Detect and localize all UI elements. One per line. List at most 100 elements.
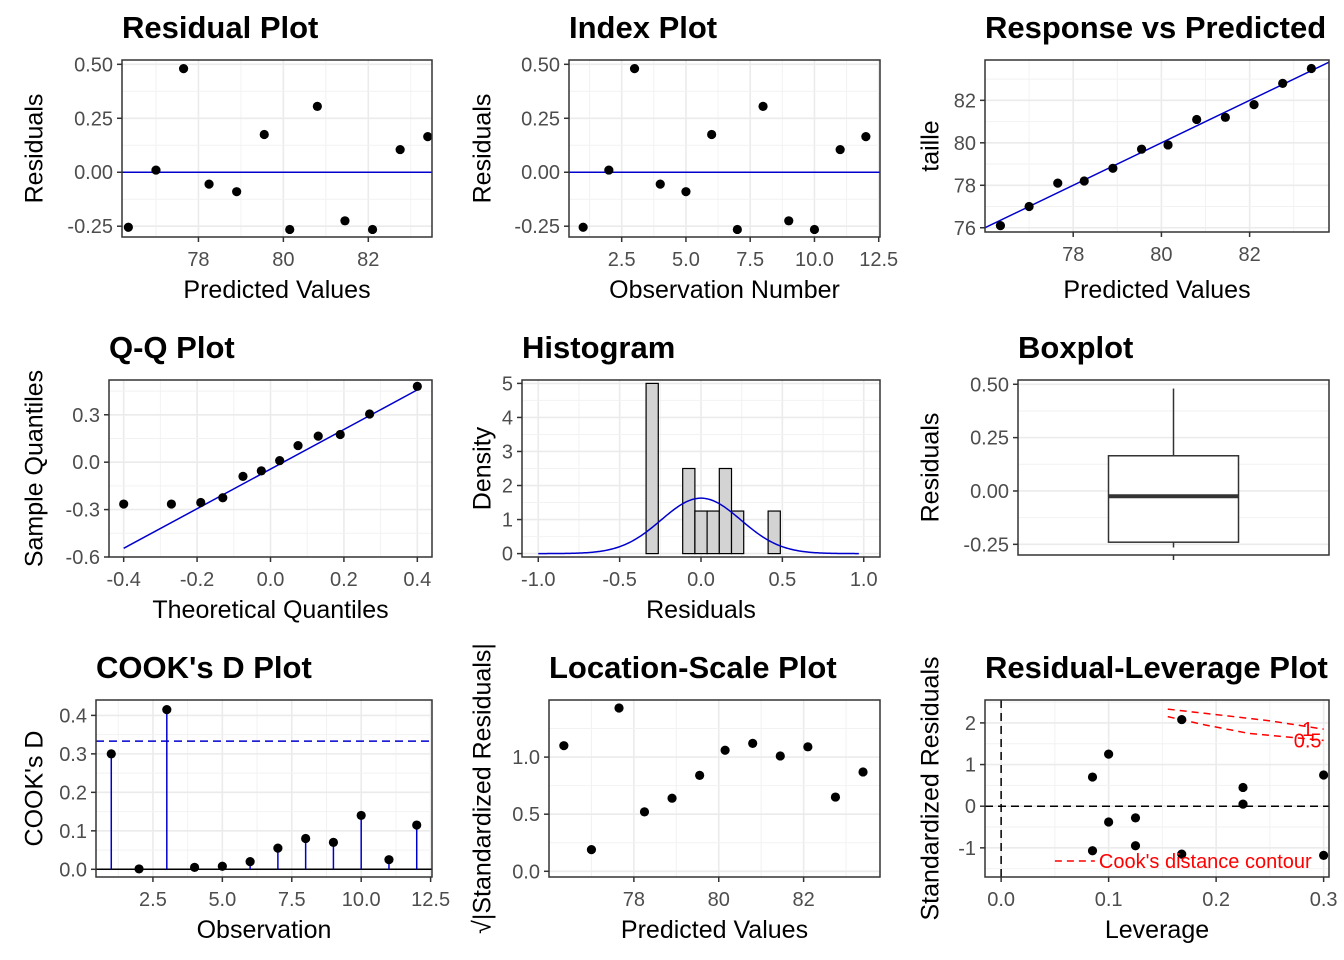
cooks-d-plot-x-tick-label-4: 12.5 xyxy=(411,889,450,911)
index-plot-x-tick-label-2: 7.5 xyxy=(736,249,764,271)
residual-leverage-plot-point-1 xyxy=(1087,772,1098,782)
histogram-y-tick-label-4: 4 xyxy=(502,407,513,429)
index-plot-point-10 xyxy=(835,144,845,155)
index-plot-panel-border xyxy=(568,59,881,238)
cooks-d-plot-y-axis-label: COOK's D xyxy=(21,731,49,847)
residual-leverage-plot-marks: 10.5 Cook's distance contour xyxy=(985,700,1329,877)
cooks-d-plot-point-10 xyxy=(384,855,394,865)
boxplot-box xyxy=(1107,455,1240,543)
qq-plot-y-tick-label-3: 0.3 xyxy=(72,405,100,427)
location-scale-plot-point-8 xyxy=(775,751,785,761)
residual-leverage-plot-x-axis-label: Leverage xyxy=(1105,916,1209,944)
qq-plot-point-5 xyxy=(256,466,266,476)
location-scale-plot-x-tick-label-2: 82 xyxy=(792,889,814,911)
qq-plot-point-1 xyxy=(166,499,176,509)
histogram-x-axis-label: Residuals xyxy=(646,596,756,624)
index-plot-point-0 xyxy=(578,222,588,232)
response-vs-predicted-point-9 xyxy=(1249,99,1259,110)
residual-plot-point-11 xyxy=(423,132,432,142)
qq-plot-x-tick-label-2: 0.0 xyxy=(257,569,285,591)
residual-leverage-plot-point-7 xyxy=(1177,849,1187,859)
response-vs-predicted-point-0 xyxy=(995,221,1006,231)
index-plot-point-8 xyxy=(784,216,794,226)
response-vs-predicted-x-tick-label-1: 80 xyxy=(1150,244,1172,266)
cooks-d-plot-x-axis-label: Observation xyxy=(197,916,332,944)
index-plot-y-tick-label-2: 0.25 xyxy=(521,108,560,130)
qq-plot-y-axis-label: Sample Quantiles xyxy=(21,370,49,567)
residual-plot-point-2 xyxy=(178,64,189,74)
residual-plot-panel: 78 80 82 -0.25 0.00 0.25 0.50 Residual Plot Pred… xyxy=(21,10,433,304)
residual-plot-x-tick-label-1: 80 xyxy=(272,249,294,271)
histogram-x-tick-label-2: 0.0 xyxy=(687,569,715,591)
response-vs-predicted-point-2 xyxy=(1053,178,1063,188)
cooks-d-plot-point-2 xyxy=(162,705,172,715)
qq-plot-y-tick-label-0: -0.6 xyxy=(66,547,100,569)
cooks-d-plot-plot-background xyxy=(96,700,432,877)
location-scale-plot-point-2 xyxy=(614,703,624,713)
qq-plot-point-9 xyxy=(335,429,345,440)
boxplot-y-tick-label-1: 0.00 xyxy=(970,481,1009,503)
index-plot-x-tick-label-3: 10.0 xyxy=(795,249,834,271)
qq-plot-x-tick-label-3: 0.2 xyxy=(330,569,358,591)
index-plot-x-tick-label-1: 5.0 xyxy=(672,249,700,271)
residual-plot-x-tick-label-2: 82 xyxy=(357,249,379,271)
residual-leverage-plot-point-4 xyxy=(1130,841,1141,851)
response-vs-predicted-y-tick-label-2: 80 xyxy=(954,133,976,155)
index-plot-point-1 xyxy=(604,165,614,175)
qq-plot-point-4 xyxy=(238,471,248,482)
qq-plot-point-7 xyxy=(293,440,303,451)
residual-plot-y-tick-label-1: 0.00 xyxy=(74,162,113,184)
histogram-y-axis-label: Density xyxy=(469,426,497,510)
residual-plot-y-tick-label-3: 0.50 xyxy=(74,54,113,76)
response-vs-predicted-point-6 xyxy=(1163,140,1173,150)
histogram-bar-6 xyxy=(767,510,781,555)
residual-leverage-plot-y-tick-label-3: 2 xyxy=(965,713,976,735)
histogram-x-tick-label-0: -1.0 xyxy=(521,569,555,591)
response-vs-predicted-title: Response vs Predicted xyxy=(985,10,1326,45)
residual-leverage-plot-point-3 xyxy=(1104,817,1114,827)
residual-leverage-plot-x-tick-label-0: 0.0 xyxy=(987,889,1015,911)
histogram-title: Histogram xyxy=(522,330,675,365)
cooks-d-plot-point-7 xyxy=(301,833,311,844)
residual-plot-marks xyxy=(122,64,432,235)
residual-plot-point-1 xyxy=(151,165,161,175)
histogram-marks xyxy=(538,382,859,555)
response-vs-predicted-plot-background xyxy=(985,60,1329,232)
residual-leverage-plot-y-tick-label-2: 1 xyxy=(965,755,976,777)
cooks-d-plot-marks xyxy=(96,705,432,874)
histogram-y-tick-label-5: 5 xyxy=(502,373,513,395)
cooks-d-plot-panel-border xyxy=(95,699,433,878)
index-plot-x-tick-label-0: 2.5 xyxy=(608,249,636,271)
location-scale-plot-point-10 xyxy=(830,792,841,802)
residual-plot-point-8 xyxy=(340,216,350,226)
cooks-d-plot-y-tick-label-1: 0.1 xyxy=(59,821,87,843)
qq-plot-point-10 xyxy=(365,409,375,419)
cooks-d-plot-point-5 xyxy=(245,857,255,867)
response-vs-predicted-marks xyxy=(985,61,1329,231)
residual-leverage-plot-x-tick-label-1: 0.1 xyxy=(1095,889,1123,911)
residual-plot-point-0 xyxy=(123,222,133,232)
residual-leverage-plot-point-9 xyxy=(1238,799,1248,809)
response-vs-predicted-point-3 xyxy=(1079,176,1089,186)
cooks-d-plot-point-4 xyxy=(217,861,227,871)
location-scale-plot-grid xyxy=(549,700,880,877)
index-plot-point-2 xyxy=(629,64,640,74)
residual-plot-y-tick-label-0: -0.25 xyxy=(67,216,113,238)
residual-plot-point-6 xyxy=(285,224,295,235)
residual-plot-y-axis-label: Residuals xyxy=(21,94,49,204)
location-scale-plot-panel: 78 80 82 0.0 0.5 1.0 Location-Scale Plot Predic… xyxy=(469,643,881,944)
index-plot-point-7 xyxy=(758,101,768,112)
cooks-d-plot-title: COOK's D Plot xyxy=(96,650,312,685)
qq-plot-x-tick-label-4: 0.4 xyxy=(403,569,431,591)
response-vs-predicted-y-axis-label: taille xyxy=(917,120,945,171)
location-scale-plot-point-4 xyxy=(667,793,677,803)
qq-plot-y-tick-label-1: -0.3 xyxy=(66,500,100,522)
location-scale-plot-x-tick-label-1: 80 xyxy=(708,889,730,911)
histogram-grid xyxy=(522,380,880,557)
residual-leverage-plot-point-8 xyxy=(1238,782,1248,793)
residual-plot-title: Residual Plot xyxy=(122,10,318,45)
cooks-d-plot-x-tick-label-3: 10.0 xyxy=(342,889,381,911)
cooks-d-plot-y-tick-label-4: 0.4 xyxy=(59,705,87,727)
location-scale-plot-y-tick-label-1: 0.5 xyxy=(512,804,540,826)
qq-plot-point-8 xyxy=(313,431,323,441)
